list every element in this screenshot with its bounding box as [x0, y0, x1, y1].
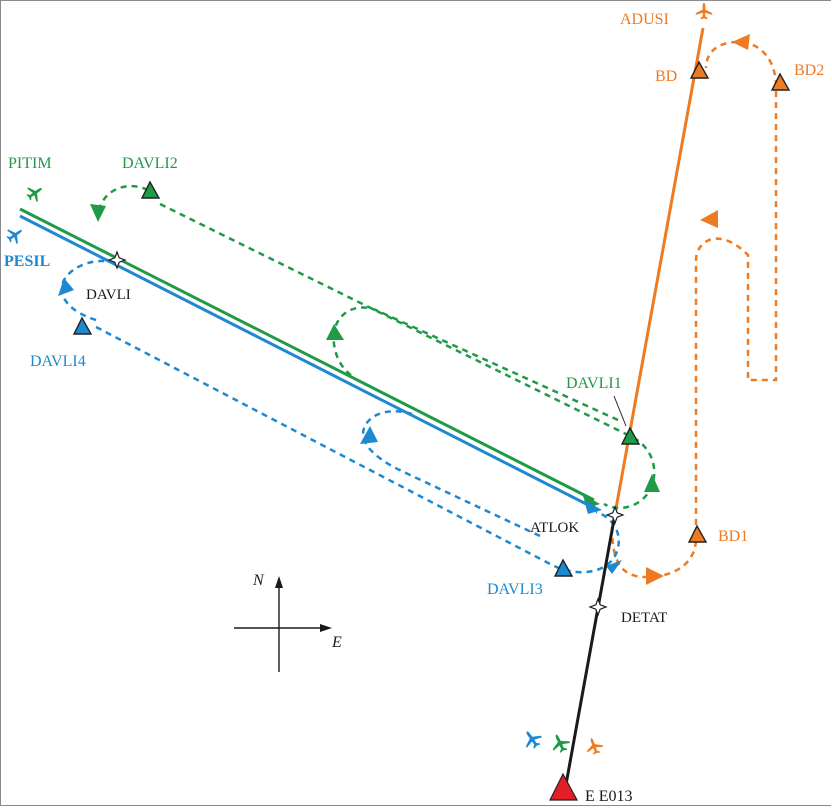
label-davli3: DAVLI3	[487, 581, 543, 598]
blue-arrow-left	[58, 278, 74, 296]
waypoint-triangle-bd	[689, 60, 710, 79]
fix-marker-davli	[107, 250, 127, 270]
green-arrow-mid	[326, 324, 344, 340]
label-pesil: PESIL	[4, 253, 50, 270]
waypoint-triangle-davli4	[72, 316, 93, 335]
blue-arrow-end	[584, 500, 602, 514]
label-davli2: DAVLI2	[122, 155, 178, 172]
final-approach-line	[563, 513, 617, 791]
aircraft-icon-adusi	[695, 2, 713, 20]
aircraft-icon-pitim	[23, 181, 47, 205]
green-route: PITIM DAVLI2 DAVLI1	[8, 155, 660, 510]
green-inner-loop	[332, 306, 619, 422]
blue-arrow-mid	[360, 426, 378, 444]
aircraft-icon-pesil	[3, 223, 27, 247]
label-bd2: BD2	[794, 62, 824, 79]
label-pitim: PITIM	[8, 155, 52, 172]
waypoint-triangle-bd2	[770, 72, 791, 91]
davli1-leader	[613, 395, 627, 427]
compass-icon	[234, 576, 332, 672]
blue-route: PESIL DAVLI4 DAVLI3	[3, 214, 622, 598]
orange-arrow-bottom	[646, 567, 664, 585]
blue-inner-loop	[361, 410, 541, 538]
compass-north-label: N	[252, 572, 265, 589]
fix-marker-detat	[588, 597, 608, 617]
label-runway-threshold: E E013	[585, 788, 633, 805]
orange-arrow-top	[732, 34, 750, 50]
label-adusi: ADUSI	[620, 11, 669, 28]
label-detat: DETAT	[621, 610, 667, 626]
waypoint-triangle-bd1	[687, 524, 708, 543]
blue-arrow-right	[606, 560, 622, 574]
aircraft-icon-green-final	[547, 730, 573, 756]
label-bd: BD	[655, 68, 677, 85]
label-davli4: DAVLI4	[30, 353, 86, 370]
label-bd1: BD1	[718, 528, 748, 545]
waypoint-triangle-davli1	[620, 426, 641, 445]
orange-holding-dashed	[610, 40, 778, 579]
compass-east-label: E	[331, 634, 342, 651]
label-davli1: DAVLI1	[566, 375, 622, 392]
label-davli: DAVLI	[86, 287, 131, 303]
green-outer-turn	[96, 184, 149, 215]
label-atlok: ATLOK	[530, 520, 579, 536]
final-approach: E E013	[549, 513, 633, 805]
orange-arrow-mid	[700, 210, 718, 228]
blue-approach-line	[19, 214, 599, 512]
green-holding-dashed	[159, 202, 656, 510]
aircraft-icon-blue-final	[519, 726, 545, 752]
green-arrow-left	[90, 204, 106, 222]
waypoint-triangle-davli3	[553, 558, 574, 577]
green-arrow-right	[644, 474, 660, 492]
waypoint-triangle-davli2	[140, 180, 161, 199]
aircraft-icon-orange-final	[583, 735, 605, 757]
green-approach-line	[19, 207, 595, 502]
waypoint-triangle-runway	[549, 772, 579, 801]
fix-marker-atlok	[605, 505, 625, 525]
